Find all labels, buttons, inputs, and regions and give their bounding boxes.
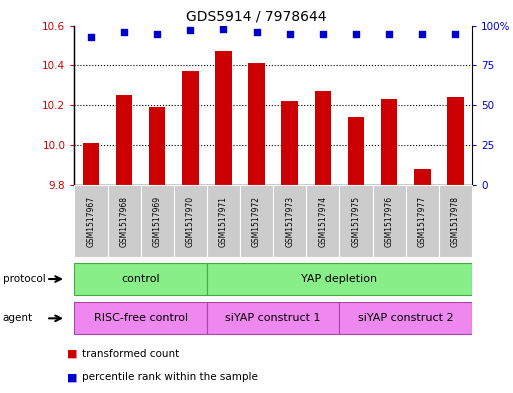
Text: GSM1517971: GSM1517971 — [219, 196, 228, 246]
Bar — [282, 101, 298, 185]
Point — [220, 26, 228, 32]
Bar — [372, 185, 406, 257]
Point — [319, 30, 327, 37]
Text: ■: ■ — [67, 372, 77, 382]
Bar — [414, 169, 430, 185]
Bar — [174, 185, 207, 257]
Text: RISC-free control: RISC-free control — [93, 313, 188, 323]
Text: GSM1517975: GSM1517975 — [351, 195, 361, 247]
Bar — [340, 303, 472, 334]
Text: siYAP construct 1: siYAP construct 1 — [225, 313, 321, 323]
Bar — [314, 91, 331, 185]
Point — [418, 30, 426, 37]
Text: GSM1517976: GSM1517976 — [385, 195, 393, 247]
Point — [153, 30, 161, 37]
Text: transformed count: transformed count — [82, 349, 180, 359]
Bar — [215, 51, 232, 185]
Bar — [207, 185, 240, 257]
Text: GSM1517973: GSM1517973 — [285, 195, 294, 247]
Bar — [207, 303, 340, 334]
Text: GSM1517969: GSM1517969 — [153, 195, 162, 247]
Text: ■: ■ — [67, 349, 77, 359]
Point — [286, 30, 294, 37]
Bar — [447, 97, 464, 185]
Text: GSM1517977: GSM1517977 — [418, 195, 427, 247]
Point — [352, 30, 360, 37]
Bar — [108, 185, 141, 257]
Text: GSM1517970: GSM1517970 — [186, 195, 195, 247]
Text: agent: agent — [3, 313, 33, 323]
Text: YAP depletion: YAP depletion — [301, 274, 378, 284]
Bar — [74, 303, 207, 334]
Bar — [83, 143, 99, 185]
Bar — [74, 263, 207, 295]
Text: siYAP construct 2: siYAP construct 2 — [358, 313, 453, 323]
Point — [87, 33, 95, 40]
Text: GSM1517967: GSM1517967 — [87, 195, 95, 247]
Point — [385, 30, 393, 37]
Bar — [182, 71, 199, 185]
Point — [451, 30, 460, 37]
Point — [186, 27, 194, 33]
Text: GSM1517978: GSM1517978 — [451, 196, 460, 246]
Bar — [116, 95, 132, 185]
Point — [120, 29, 128, 35]
Bar — [306, 185, 340, 257]
Text: control: control — [122, 274, 160, 284]
Bar — [240, 185, 273, 257]
Bar — [149, 107, 166, 185]
Bar — [141, 185, 174, 257]
Bar — [406, 185, 439, 257]
Point — [252, 29, 261, 35]
Bar — [74, 185, 108, 257]
Bar — [439, 185, 472, 257]
Bar — [273, 185, 306, 257]
Bar — [340, 185, 372, 257]
Text: protocol: protocol — [3, 274, 45, 284]
Text: GSM1517968: GSM1517968 — [120, 196, 129, 246]
Text: GDS5914 / 7978644: GDS5914 / 7978644 — [186, 10, 327, 24]
Bar — [381, 99, 398, 185]
Bar — [348, 117, 364, 185]
Bar — [248, 63, 265, 185]
Text: GSM1517972: GSM1517972 — [252, 196, 261, 246]
Text: percentile rank within the sample: percentile rank within the sample — [82, 372, 258, 382]
Text: GSM1517974: GSM1517974 — [319, 195, 327, 247]
Bar — [207, 263, 472, 295]
